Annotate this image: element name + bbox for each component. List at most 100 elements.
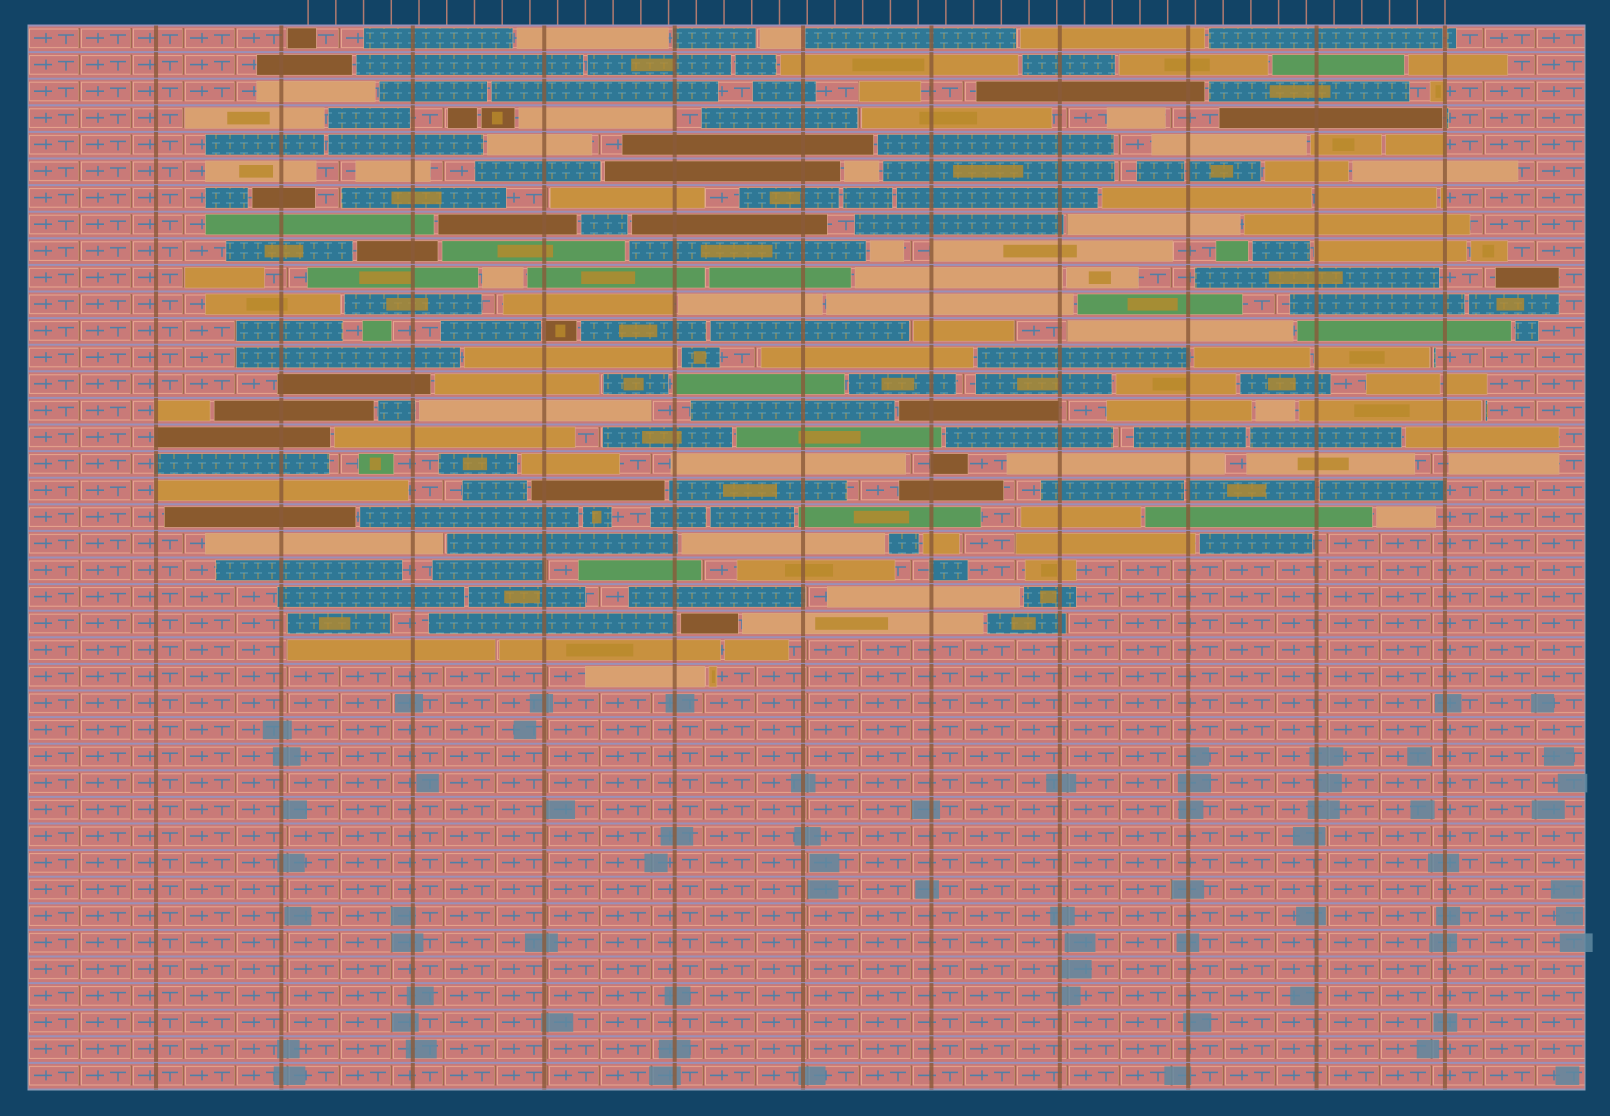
cell-block — [710, 506, 795, 528]
sub-block — [246, 298, 288, 311]
cell-block — [516, 27, 669, 49]
sub-block — [264, 244, 304, 258]
cell-block — [724, 639, 790, 661]
sub-block — [462, 457, 488, 471]
cell-block — [1050, 906, 1075, 926]
cell-block — [664, 986, 691, 1006]
cell-block — [898, 479, 1004, 502]
cell-block — [164, 506, 357, 528]
sub-block — [227, 111, 270, 125]
sub-block — [711, 670, 715, 683]
sub-block — [769, 191, 801, 205]
cell-block — [334, 426, 576, 448]
cell-block — [578, 559, 702, 581]
sub-block — [1088, 271, 1111, 284]
cell-block — [446, 533, 679, 555]
cell-block — [1531, 694, 1555, 713]
cell-block — [1289, 293, 1466, 315]
cell-block — [431, 559, 545, 581]
cell-block — [1448, 453, 1560, 475]
sub-block — [815, 617, 889, 630]
cell-block — [235, 346, 461, 369]
cell-block — [395, 694, 424, 713]
cell-block — [378, 80, 488, 103]
cell-block — [760, 346, 974, 369]
cell-block — [708, 267, 852, 289]
cell-block — [1292, 827, 1326, 846]
cell-block — [701, 107, 859, 129]
cell-block — [709, 320, 910, 342]
sub-block — [642, 431, 682, 444]
cell-block — [1433, 346, 1437, 369]
sub-block — [497, 244, 554, 258]
cell-block — [1385, 134, 1447, 156]
sub-block — [785, 564, 834, 577]
cell-block — [752, 80, 817, 103]
cell-block — [1307, 800, 1340, 819]
cell-block — [896, 187, 1099, 209]
cell-block — [734, 54, 777, 76]
sub-block — [700, 244, 773, 258]
cell-block — [287, 639, 496, 661]
cell-block — [1309, 747, 1344, 766]
sub-block — [1269, 85, 1331, 98]
cell-block — [631, 213, 828, 236]
cell-block — [1296, 906, 1326, 926]
cell-block — [977, 346, 1191, 369]
cell-block — [604, 160, 841, 182]
cell-block — [1058, 960, 1092, 979]
cell-block — [1376, 506, 1437, 528]
cell-block — [287, 27, 317, 49]
sub-block — [239, 165, 274, 178]
sub-block — [504, 590, 540, 604]
sub-block — [581, 271, 636, 284]
cell-block — [262, 720, 292, 740]
cell-block — [945, 426, 1114, 448]
sub-block — [1011, 617, 1036, 630]
cell-block — [975, 80, 1206, 103]
sub-block — [631, 58, 675, 72]
cell-block — [1557, 773, 1588, 793]
cell-block — [1405, 426, 1560, 448]
cell-block — [680, 612, 739, 635]
sub-block — [623, 377, 644, 391]
cell-block — [644, 853, 668, 873]
sub-block — [1268, 271, 1343, 284]
cell-block — [362, 320, 392, 342]
sub-block — [1349, 351, 1385, 364]
cell-block — [1186, 747, 1210, 766]
cell-block — [913, 320, 1015, 342]
sub-block — [852, 58, 925, 72]
cell-block — [205, 187, 249, 209]
cell-block — [672, 27, 757, 49]
cell-block — [1164, 1066, 1192, 1085]
cell-block — [859, 80, 922, 103]
cell-block — [1040, 479, 1185, 502]
sub-block — [853, 510, 910, 524]
cell-block — [580, 213, 629, 236]
sub-block — [1210, 165, 1234, 178]
cell-block — [1067, 213, 1241, 236]
cell-block — [1559, 933, 1593, 952]
cell-block — [650, 506, 707, 528]
cell-block — [842, 187, 893, 209]
cell-block — [256, 54, 353, 76]
cell-block — [235, 320, 344, 342]
cell-block — [1208, 27, 1444, 49]
cell-block — [672, 373, 845, 395]
sub-block — [1040, 590, 1057, 604]
cell-block — [1101, 187, 1313, 209]
sub-block — [953, 165, 1024, 178]
cell-block — [1416, 1039, 1440, 1059]
cell-block — [1144, 506, 1373, 528]
cell-block — [585, 666, 706, 688]
cell-block — [1015, 533, 1196, 555]
cell-block — [1064, 933, 1096, 952]
sub-block — [722, 484, 778, 497]
cell-block — [474, 160, 601, 182]
cell-block — [463, 346, 678, 369]
cell-block — [1021, 54, 1116, 76]
sub-block — [1354, 404, 1410, 417]
cell-block — [256, 80, 376, 103]
